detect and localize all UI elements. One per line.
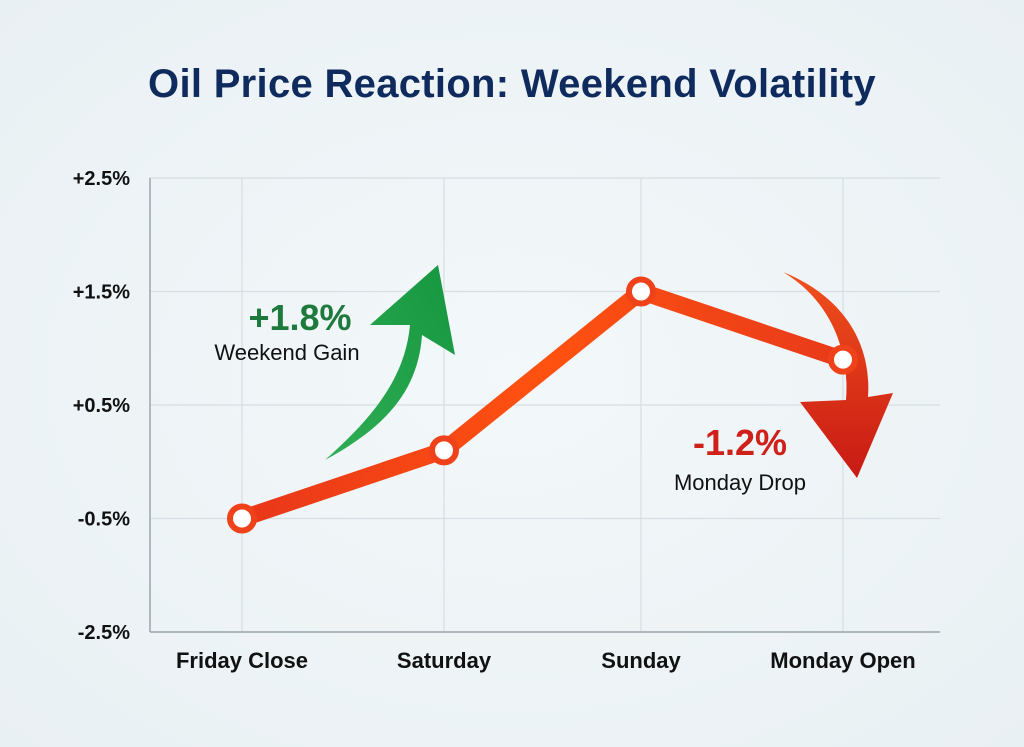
y-tick-label: +0.5% — [73, 395, 130, 417]
chart-title: Oil Price Reaction: Weekend Volatility — [148, 62, 876, 106]
gain-annotation-value: +1.8% — [248, 297, 351, 338]
data-point-marker — [828, 344, 858, 375]
drop-arrow-icon — [783, 272, 893, 478]
x-tick-label: Friday Close — [176, 648, 308, 673]
axes — [149, 178, 940, 633]
y-tick-label: +1.5% — [73, 282, 130, 304]
x-tick-label: Sunday — [601, 648, 681, 673]
series-line-group — [227, 276, 858, 534]
drop-annotation-value: -1.2% — [693, 422, 787, 463]
x-tick-labels: Friday Close Saturday Sunday Monday Open — [176, 648, 916, 673]
drop-annotation-label: Monday Drop — [674, 470, 806, 495]
y-tick-label: -0.5% — [78, 509, 130, 531]
gain-arrow-icon — [325, 265, 455, 460]
x-tick-label: Saturday — [397, 648, 492, 673]
gain-annotation-label: Weekend Gain — [214, 340, 359, 365]
y-tick-label: +2.5% — [73, 168, 130, 190]
data-point-marker — [429, 435, 459, 466]
series-line — [233, 283, 852, 527]
y-tick-labels: +2.5% +1.5% +0.5% -0.5% -2.5% — [73, 168, 130, 644]
grid — [150, 177, 940, 633]
y-tick-label: -2.5% — [78, 622, 130, 644]
data-point-marker — [626, 276, 656, 307]
data-point-marker — [227, 503, 257, 534]
x-tick-label: Monday Open — [770, 648, 915, 673]
